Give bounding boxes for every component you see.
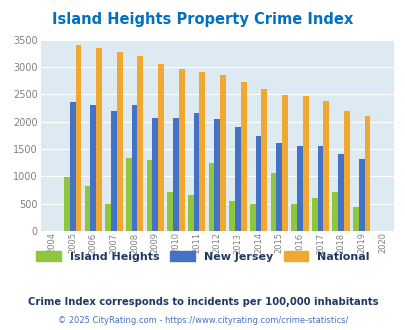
Bar xyxy=(323,101,328,231)
Bar xyxy=(146,160,152,231)
Bar xyxy=(193,114,199,231)
Bar xyxy=(332,192,337,231)
Bar xyxy=(167,192,173,231)
Bar xyxy=(234,127,240,231)
Bar xyxy=(188,195,193,231)
Bar xyxy=(302,96,308,231)
Text: © 2025 CityRating.com - https://www.cityrating.com/crime-statistics/: © 2025 CityRating.com - https://www.city… xyxy=(58,316,347,325)
Legend: Island Heights, New Jersey, National: Island Heights, New Jersey, National xyxy=(32,247,373,267)
Bar xyxy=(84,186,90,231)
Bar xyxy=(317,146,323,231)
Bar xyxy=(131,105,137,231)
Bar xyxy=(352,207,358,231)
Bar xyxy=(96,49,102,231)
Bar xyxy=(75,45,81,231)
Bar xyxy=(126,158,131,231)
Text: Crime Index corresponds to incidents per 100,000 inhabitants: Crime Index corresponds to incidents per… xyxy=(28,297,377,307)
Bar xyxy=(255,136,261,231)
Bar xyxy=(111,111,117,231)
Bar xyxy=(270,173,276,231)
Bar xyxy=(64,178,70,231)
Bar xyxy=(199,72,205,231)
Bar xyxy=(311,198,317,231)
Bar xyxy=(214,119,220,231)
Bar xyxy=(276,143,281,231)
Bar xyxy=(249,204,255,231)
Bar xyxy=(137,56,143,231)
Bar xyxy=(152,118,158,231)
Bar xyxy=(240,82,246,231)
Bar xyxy=(337,154,343,231)
Bar xyxy=(173,118,178,231)
Bar xyxy=(358,159,364,231)
Bar xyxy=(261,89,266,231)
Bar xyxy=(117,52,122,231)
Bar xyxy=(290,204,296,231)
Bar xyxy=(229,201,234,231)
Bar xyxy=(178,69,184,231)
Bar xyxy=(281,95,287,231)
Text: Island Heights Property Crime Index: Island Heights Property Crime Index xyxy=(52,12,353,26)
Bar xyxy=(158,64,164,231)
Bar xyxy=(343,111,349,231)
Bar xyxy=(90,105,96,231)
Bar xyxy=(364,116,370,231)
Bar xyxy=(220,75,225,231)
Bar xyxy=(208,163,214,231)
Bar xyxy=(296,146,302,231)
Bar xyxy=(70,102,75,231)
Bar xyxy=(105,204,111,231)
